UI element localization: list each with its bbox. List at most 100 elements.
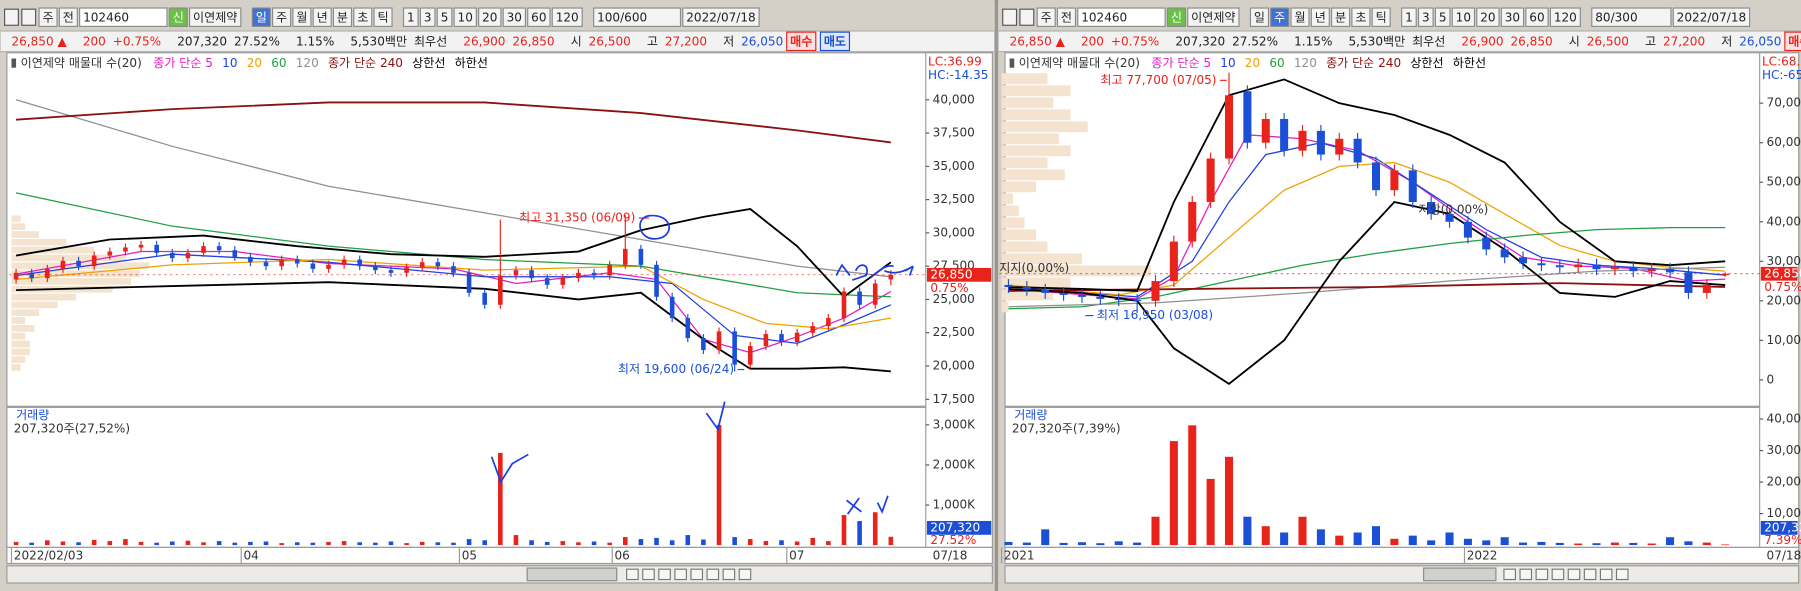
- toolbar-button[interactable]: [419, 7, 436, 27]
- legend-entry: 하한선: [1453, 56, 1486, 70]
- y-tick-label: 40,000: [933, 92, 975, 106]
- quote-value: 저: [723, 34, 734, 48]
- toolbar-button[interactable]: [1290, 7, 1310, 27]
- scroll-button[interactable]: [1599, 568, 1613, 581]
- toolbar-button[interactable]: [1166, 7, 1186, 27]
- scrollbar[interactable]: [6, 565, 993, 584]
- candle-body: [763, 334, 769, 347]
- volume-profile-bar: [11, 348, 30, 356]
- y-tick-label: 0: [1767, 372, 1775, 386]
- toolbar-button[interactable]: [251, 7, 271, 27]
- toolbar-button[interactable]: [1351, 7, 1371, 27]
- toolbar-icon[interactable]: [21, 8, 37, 26]
- candle-body: [1500, 249, 1509, 258]
- toolbar-button[interactable]: [38, 7, 58, 27]
- toolbar-button[interactable]: [1476, 7, 1500, 27]
- toolbar-button[interactable]: [478, 7, 502, 27]
- scroll-button[interactable]: [722, 568, 736, 581]
- toolbar-button[interactable]: [1371, 7, 1391, 27]
- toolbar-button[interactable]: [189, 7, 242, 27]
- scrollbar[interactable]: [1004, 565, 1800, 584]
- volume-profile-bar: [1001, 85, 1071, 97]
- toolbar-button[interactable]: [1036, 7, 1056, 27]
- scroll-button[interactable]: [1519, 568, 1533, 581]
- toolbar-icon[interactable]: [1019, 8, 1035, 26]
- toolbar-button[interactable]: [593, 7, 682, 27]
- toolbar-button[interactable]: [168, 7, 188, 27]
- scroll-button[interactable]: [690, 568, 704, 581]
- scroll-button[interactable]: [658, 568, 671, 581]
- volume-bar: [154, 542, 159, 546]
- scroll-button[interactable]: [642, 568, 655, 581]
- candle-body: [1298, 130, 1307, 151]
- toolbar-button[interactable]: [402, 7, 419, 27]
- date-bar: [1004, 546, 1800, 565]
- toolbar-button[interactable]: [1077, 7, 1166, 27]
- candle-body: [1243, 91, 1252, 143]
- toolbar-button[interactable]: [1549, 7, 1581, 27]
- toolbar-button[interactable]: [453, 7, 477, 27]
- toolbar-button[interactable]: [58, 7, 78, 27]
- toolbar-button[interactable]: [1187, 7, 1240, 27]
- toolbar-button[interactable]: [436, 7, 453, 27]
- toolbar-icon[interactable]: [1002, 8, 1018, 26]
- scroll-button[interactable]: [1583, 568, 1597, 581]
- volume-bar: [1151, 516, 1160, 546]
- toolbar-icon[interactable]: [4, 8, 19, 26]
- candle-body: [216, 246, 222, 251]
- scroll-button[interactable]: [1615, 568, 1629, 581]
- candle-body: [123, 247, 128, 252]
- toolbar-button[interactable]: [1591, 7, 1672, 27]
- toolbar-button[interactable]: [1401, 7, 1417, 27]
- scroll-button[interactable]: [1503, 568, 1516, 581]
- toolbar-button[interactable]: [527, 7, 551, 27]
- toolbar-button[interactable]: [502, 7, 527, 27]
- toolbar-button[interactable]: [682, 7, 760, 27]
- candle-body: [1702, 285, 1711, 293]
- volume-bar: [1702, 542, 1711, 546]
- toolbar-button[interactable]: [272, 7, 292, 27]
- legend-entry: 20: [247, 56, 262, 70]
- toolbar-button[interactable]: [1525, 7, 1549, 27]
- order-button[interactable]: [786, 31, 817, 52]
- toolbar-button[interactable]: [1672, 7, 1751, 27]
- scroll-button[interactable]: [738, 568, 752, 581]
- toolbar-button[interactable]: [373, 7, 393, 27]
- toolbar-label: 1: [407, 10, 415, 24]
- toolbar-button[interactable]: [1451, 7, 1476, 27]
- scroll-button[interactable]: [674, 568, 687, 581]
- toolbar-button[interactable]: [292, 7, 312, 27]
- volume-profile-bar: [11, 238, 67, 246]
- toolbar-button[interactable]: [1270, 7, 1290, 27]
- scroll-button[interactable]: [1567, 568, 1581, 581]
- scroll-thumb[interactable]: [1423, 567, 1497, 582]
- scroll-button[interactable]: [1551, 568, 1565, 581]
- toolbar-button[interactable]: [551, 7, 583, 27]
- candle-body: [685, 318, 691, 339]
- legend-entry: 종가 단순 240: [1326, 56, 1401, 70]
- toolbar-button[interactable]: [79, 7, 168, 27]
- volume-bar: [123, 539, 128, 546]
- toolbar-button[interactable]: [1417, 7, 1434, 27]
- volume-bar: [826, 541, 831, 546]
- candle-body: [1574, 264, 1583, 268]
- volume-pane: [1004, 406, 1800, 548]
- scroll-button[interactable]: [706, 568, 720, 581]
- toolbar-button[interactable]: [1331, 7, 1351, 27]
- order-button[interactable]: [819, 31, 851, 52]
- toolbar-button[interactable]: [1434, 7, 1451, 27]
- volume-bar: [451, 542, 456, 546]
- order-button[interactable]: [1784, 31, 1801, 52]
- toolbar-button[interactable]: [332, 7, 353, 27]
- toolbar-button[interactable]: [1500, 7, 1525, 27]
- toolbar-button[interactable]: [353, 7, 373, 27]
- scroll-thumb[interactable]: [526, 567, 618, 582]
- toolbar-button[interactable]: [312, 7, 332, 27]
- candle-body: [498, 275, 503, 305]
- scroll-button[interactable]: [626, 568, 639, 581]
- toolbar-button[interactable]: [1056, 7, 1077, 27]
- volume-bar: [1298, 516, 1307, 546]
- toolbar-button[interactable]: [1249, 7, 1270, 27]
- scroll-button[interactable]: [1535, 568, 1549, 581]
- toolbar-button[interactable]: [1310, 7, 1330, 27]
